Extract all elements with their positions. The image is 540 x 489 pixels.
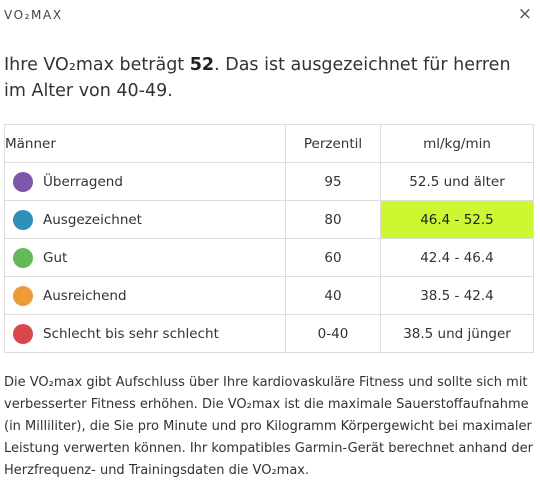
summary-prefix: Ihre VO₂max beträgt [4, 55, 190, 75]
category-label: Ausreichend [43, 287, 127, 304]
percentile-cell: 0-40 [285, 314, 381, 353]
table-header-row: Männer Perzentil ml/kg/min [4, 124, 534, 163]
close-icon[interactable]: × [517, 4, 532, 24]
vo2max-summary: Ihre VO₂max beträgt 52. Das ist ausgezei… [4, 52, 534, 104]
category-color-dot-icon [13, 323, 33, 344]
vo2max-value: 52 [189, 55, 215, 75]
category-cell: Schlecht bis sehr schlecht [4, 314, 286, 353]
range-cell: 42.4 - 46.4 [380, 238, 534, 277]
header-percentile: Perzentil [285, 124, 381, 163]
vo2max-table: Männer Perzentil ml/kg/min Überragend 95 5… [4, 124, 534, 353]
category-color-dot-icon [13, 209, 33, 230]
table-row: Ausreichend 40 38.5 - 42.4 [4, 276, 534, 315]
category-label: Ausgezeichnet [43, 211, 142, 228]
percentile-cell: 60 [285, 238, 381, 277]
category-color-dot-icon [13, 285, 33, 306]
range-cell: 52.5 und älter [380, 162, 534, 201]
table-row: Überragend 95 52.5 und älter [4, 162, 534, 201]
category-label: Überragend [43, 173, 123, 190]
percentile-cell: 80 [285, 200, 381, 239]
category-cell: Ausreichend [4, 276, 286, 315]
range-cell: 38.5 - 42.4 [380, 276, 534, 315]
range-cell-highlighted: 46.4 - 52.5 [380, 200, 534, 239]
header-category: Männer [4, 124, 286, 163]
dialog-title: VO₂MAX [4, 8, 63, 22]
category-color-dot-icon [13, 171, 33, 192]
category-color-dot-icon [13, 247, 33, 268]
summary-suffix: . Das ist ausgezeichnet für herren im Al… [4, 55, 511, 101]
category-cell: Gut [4, 238, 286, 277]
percentile-cell: 40 [285, 276, 381, 315]
header-unit: ml/kg/min [380, 124, 534, 163]
category-label: Schlecht bis sehr schlecht [43, 325, 219, 342]
range-cell: 38.5 und jünger [380, 314, 534, 353]
category-cell: Ausgezeichnet [4, 200, 286, 239]
table-row: Schlecht bis sehr schlecht 0-40 38.5 und j… [4, 314, 534, 353]
vo2max-description: Die VO₂max gibt Aufschluss über Ihre kar… [4, 375, 534, 478]
category-cell: Überragend [4, 162, 286, 201]
table-row: Ausgezeichnet 80 46.4 - 52.5 [4, 200, 534, 239]
table-row: Gut 60 42.4 - 46.4 [4, 238, 534, 277]
percentile-cell: 95 [285, 162, 381, 201]
category-label: Gut [43, 249, 68, 266]
